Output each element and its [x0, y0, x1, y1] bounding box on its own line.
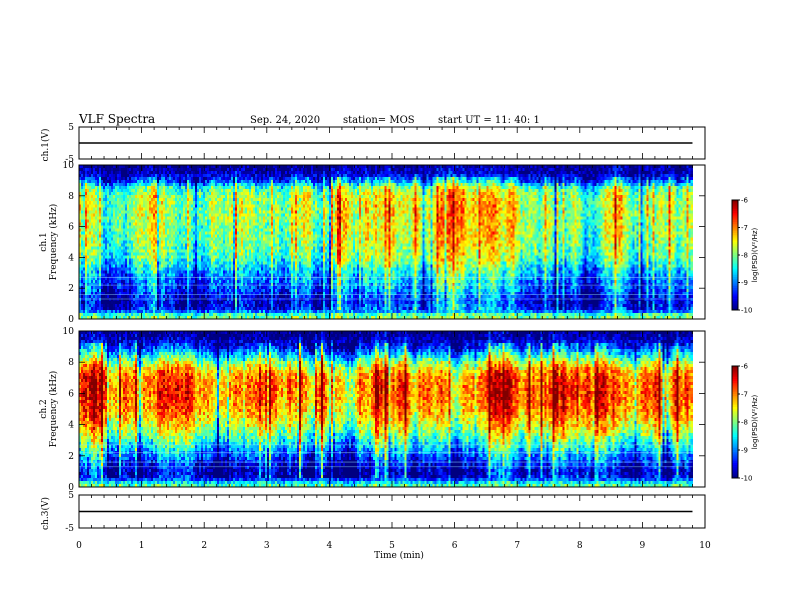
x-tick-label-3: 3: [264, 541, 270, 551]
spec1-cbtick-4: -10: [741, 307, 752, 315]
colorbars: -6 -7 -8 -9 -10 log(PSD)(V²/Hz) -6 -7 -8 -9 -10 log…: [731, 197, 759, 483]
x-tick-label-5: 5: [389, 541, 395, 551]
spec1-ytick-1: 2: [68, 284, 74, 294]
spec1-ylabel: ch.1Frequency (kHz): [39, 204, 59, 281]
ch1-ytick-1: -5: [65, 155, 74, 165]
spec1-cbtick-1: -7: [741, 224, 748, 232]
spec1-ytick-3: 6: [68, 223, 74, 233]
x-tick-label-9: 9: [640, 541, 646, 551]
figure-title: VLF Spectra: [78, 112, 155, 126]
spec2-ylabel: ch.2Frequency (kHz): [39, 371, 59, 448]
x-axis-label: Time (min): [374, 550, 424, 561]
x-tick-label-6: 6: [452, 541, 458, 551]
spec2-colorbar: -6 -7 -8 -9 -10 log(PSD)(V²/Hz): [731, 363, 759, 483]
ch1-ylabel: ch.1(V): [40, 129, 51, 162]
ch2-spectrogram-panel: 0 2 4 6 8 10 ch.2Frequency (kHz): [39, 327, 706, 493]
spec1-image: [79, 165, 693, 320]
ch1-ytick-0: 5: [68, 123, 74, 133]
station-label: station= MOS: [343, 115, 415, 126]
ch3-ylabel: ch.3(V): [40, 497, 51, 530]
ch3-ytick-0: 5: [68, 491, 74, 501]
spec1-ytick-4: 8: [68, 192, 74, 202]
ch3-ytick-1: -5: [65, 524, 74, 534]
spec1-cbtick-3: -9: [741, 279, 748, 287]
spec2-cbtick-3: -9: [741, 447, 748, 455]
spec1-ytick-2: 4: [68, 253, 74, 263]
ch3-x-ticks: [78, 495, 706, 528]
x-tick-label-10: 10: [699, 541, 711, 551]
x-tick-label-4: 4: [327, 541, 333, 551]
ch3-signal-panel: 5 -5 ch.3(V) 0 1 2 3 4 5 6 7 8 9 10: [40, 491, 711, 551]
spec2-ytick-4: 8: [68, 358, 74, 368]
spec1-cbtick-0: -6: [741, 197, 749, 205]
spec2-ytick-1: 2: [68, 452, 74, 462]
spec2-cbtick-1: -7: [741, 391, 748, 399]
x-tick-label-0: 0: [76, 541, 82, 551]
spec2-x-ticks: [78, 331, 706, 487]
x-tick-label-7: 7: [514, 541, 520, 551]
ch1-x-ticks: [78, 127, 706, 159]
spec2-image: [79, 331, 693, 488]
spec2-ytick-3: 6: [68, 389, 74, 399]
spec2-cbtick-4: -10: [741, 475, 752, 483]
spec2-cblabel: log(PSD)(V²/Hz): [751, 394, 759, 449]
x-tick-label-1: 1: [139, 541, 145, 551]
x-tick-label-8: 8: [577, 541, 583, 551]
spec2-ytick-2: 4: [68, 421, 74, 431]
spec2-cbtick-0: -6: [741, 363, 749, 371]
spec1-ytick-5: 10: [63, 161, 75, 171]
spec1-colorbar: -6 -7 -8 -9 -10 log(PSD)(V²/Hz): [731, 197, 759, 315]
ch1-signal-panel: 5 -5 ch.1(V): [40, 123, 706, 165]
spec2-ytick-5: 10: [63, 327, 75, 337]
ch1-spectrogram-panel: 0 2 4 6 8 10 ch.1Frequency (kHz): [39, 161, 706, 325]
start-time-label: start UT = 11: 40: 1: [438, 115, 540, 126]
spec1-x-ticks: [78, 165, 706, 319]
spec1-cblabel: log(PSD)(V²/Hz): [751, 227, 759, 282]
spec2-ytick-0: 0: [68, 483, 74, 493]
spec1-cbtick-2: -8: [741, 252, 748, 260]
x-tick-label-2: 2: [201, 541, 207, 551]
date-label: Sep. 24, 2020: [250, 115, 320, 126]
spec1-ytick-0: 0: [68, 315, 74, 325]
spec2-cbtick-2: -8: [741, 419, 748, 427]
